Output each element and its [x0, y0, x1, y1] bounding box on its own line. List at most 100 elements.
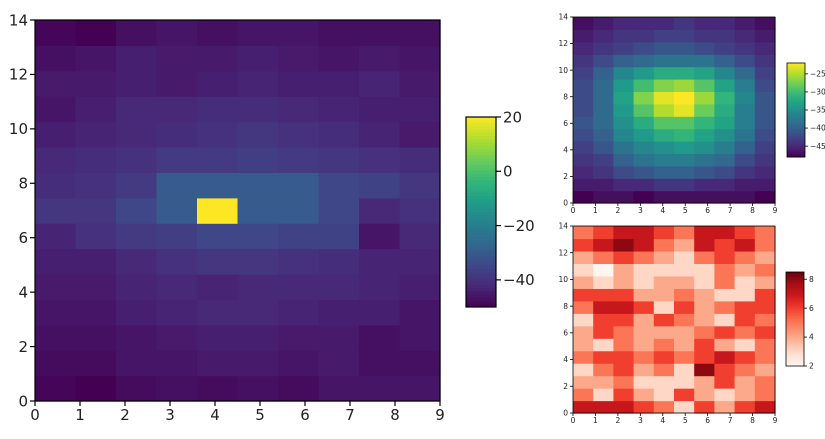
heatmap-cell	[754, 250, 776, 264]
heatmap-cell	[653, 375, 675, 389]
heatmap-cell	[714, 116, 736, 130]
heatmap-cell	[237, 197, 279, 224]
heatmap-cell	[116, 197, 158, 224]
heatmap-cell	[653, 263, 675, 277]
heatmap-cell	[674, 338, 695, 352]
x-tick-label: 3	[165, 406, 175, 424]
heatmap-cell	[734, 165, 756, 179]
colorbar-segment	[786, 306, 804, 309]
heatmap-cell	[573, 300, 594, 314]
heatmap-cell	[237, 375, 279, 402]
colorbar-segment	[786, 300, 804, 303]
heatmap-cell	[653, 66, 675, 80]
y-tick-label: 12	[558, 248, 568, 257]
heatmap-cell	[674, 263, 695, 277]
heatmap-cell	[613, 153, 635, 167]
heatmap-cell	[633, 226, 655, 240]
heatmap-cell	[359, 121, 401, 148]
heatmap-cell	[573, 41, 594, 55]
colorbar-segment	[466, 227, 496, 232]
colorbar-segment	[466, 120, 496, 124]
heatmap-cell	[694, 400, 715, 414]
heatmap-cell	[35, 197, 77, 224]
heatmap-cell	[734, 66, 756, 80]
heatmap-cell	[734, 400, 756, 414]
heatmap-cell	[674, 388, 695, 402]
heatmap-cell	[694, 338, 715, 352]
heatmap-cell	[593, 91, 614, 105]
heatmap-cell	[318, 70, 360, 97]
colorbar-segment	[466, 221, 496, 226]
heatmap-cell	[278, 147, 320, 173]
colorbar-segment	[786, 336, 804, 339]
heatmap-cell	[237, 299, 279, 326]
y-tick-label: 4	[563, 145, 568, 154]
heatmap-cell	[754, 91, 776, 105]
colorbar-segment	[786, 295, 804, 298]
colorbar-segment	[786, 312, 804, 315]
heatmap-cell	[734, 300, 756, 314]
heatmap-cell	[633, 17, 655, 30]
heatmap-cell	[633, 153, 655, 167]
heatmap-cell	[694, 238, 715, 252]
colorbar-segment	[466, 262, 496, 267]
heatmap-cell	[35, 223, 77, 250]
colorbar-segment	[787, 125, 805, 128]
x-tick-label: 8	[390, 406, 400, 424]
heatmap-cell	[116, 172, 158, 199]
colorbar-segment	[786, 273, 804, 276]
y-tick-label: 8	[563, 92, 568, 101]
colorbar-segment	[787, 149, 805, 152]
colorbar-tick-label: −20	[503, 217, 535, 235]
heatmap-cell	[237, 121, 279, 148]
heatmap-cell	[653, 388, 675, 402]
heatmap-cell	[399, 248, 441, 275]
heatmap-cell	[116, 248, 158, 275]
heatmap-cell	[754, 263, 776, 277]
y-tick-label: 6	[563, 119, 568, 128]
heatmap-cell	[318, 45, 360, 72]
heatmap-cell	[694, 325, 715, 339]
heatmap-cell	[613, 141, 635, 154]
colorbar-segment	[786, 301, 804, 304]
colorbar-segment	[787, 67, 805, 70]
heatmap-cell	[674, 128, 695, 142]
colorbar-segment	[786, 323, 804, 326]
heatmap-cell	[593, 178, 614, 192]
colorbar-segment	[787, 133, 805, 136]
colorbar-frame	[785, 271, 805, 367]
heatmap-cell	[653, 29, 675, 43]
heatmap-cell	[714, 128, 736, 142]
y-tick-label: 14	[9, 11, 28, 29]
heatmap-cell	[318, 274, 360, 300]
colorbar-segment	[787, 114, 805, 117]
heatmap-cell	[674, 141, 695, 154]
heatmap-cell	[593, 141, 614, 154]
heatmap-cell	[613, 388, 635, 402]
heatmap-cell	[399, 375, 441, 402]
heatmap-cell	[633, 54, 655, 68]
heatmap-cell	[359, 172, 401, 199]
heatmap-cell	[714, 178, 736, 192]
heatmap-cell	[734, 338, 756, 352]
heatmap-cell	[674, 41, 695, 55]
heatmap-cell	[156, 223, 198, 250]
heatmap-cell	[613, 238, 635, 252]
colorbar-segment	[466, 215, 496, 219]
heatmap-cell	[653, 79, 675, 92]
colorbar-segment	[787, 102, 805, 105]
heatmap-cell	[633, 275, 655, 289]
heatmap-cell	[237, 172, 279, 199]
colorbar-segment	[466, 297, 496, 302]
heatmap-cell	[694, 29, 715, 43]
heatmap-cell	[278, 70, 320, 97]
colorbar-segment	[786, 292, 804, 295]
heatmap-cell	[754, 350, 776, 364]
heatmap-cell	[237, 223, 279, 250]
heatmap-cell	[653, 300, 675, 314]
y-tick-label: 8	[563, 302, 568, 311]
x-tick-label: 7	[728, 206, 733, 215]
heatmap-cell	[399, 172, 441, 199]
colorbar-segment	[787, 99, 805, 102]
